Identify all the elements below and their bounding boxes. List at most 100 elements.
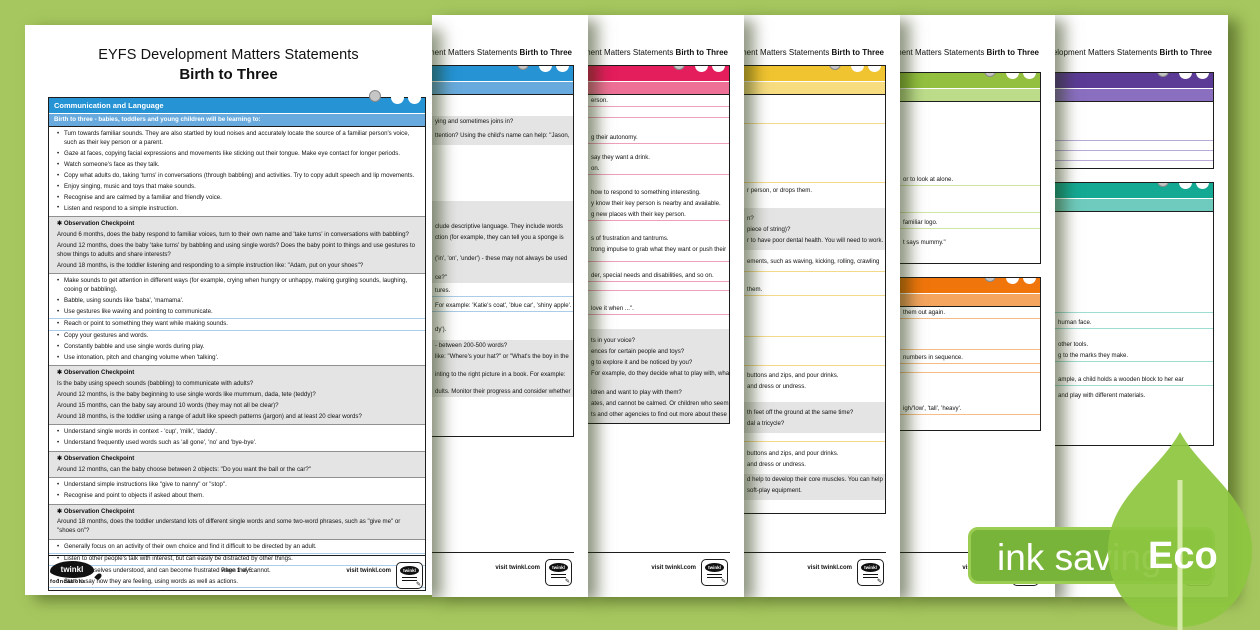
visit-twinkl-link: visit twinkl.com xyxy=(651,565,696,571)
bullet-group: Understand single words in context - 'cu… xyxy=(49,425,425,451)
front-card-body: Turn towards familiar sounds. They are a… xyxy=(49,127,425,590)
statement-card: or to look at alone. familiar logo. t says… xyxy=(900,72,1041,264)
section-subheader-bar xyxy=(432,82,573,95)
punch-notch-icon xyxy=(712,66,725,72)
spacer xyxy=(588,420,729,423)
section-subheader-bar xyxy=(588,82,729,95)
bullet-item: Turn towards familiar sounds. They are a… xyxy=(49,129,425,149)
text-line: For example: 'Katie's coat', 'blue car',… xyxy=(432,300,573,312)
section-header-bar xyxy=(1055,73,1213,88)
text-line: ates, and cannot be calmed. Or children … xyxy=(588,398,729,409)
checkpoint-title: ✱ Observation Checkpoint xyxy=(57,507,135,515)
text-line: piece of string)? xyxy=(744,224,885,235)
text-line: ldren and want to play with them? xyxy=(588,387,729,398)
bullet-item: Constantly babble and use single words d… xyxy=(49,342,425,353)
checkpoint-line: Around 6 months, does the baby respond t… xyxy=(57,230,409,238)
text-line: n? xyxy=(744,213,885,224)
eco-label: Eco xyxy=(1148,535,1218,577)
text-line: g their autonomy. xyxy=(588,132,729,144)
page-footer: twinkl foundations Page 1 of 6 visit twi… xyxy=(48,555,425,596)
spacer xyxy=(588,329,729,335)
spacer xyxy=(588,118,729,132)
checkpoint-line: Is the baby using speech sounds (babblin… xyxy=(57,380,254,387)
statement-card: ying and sometimes joins in? ttention? Us… xyxy=(432,65,574,437)
section-header-bar xyxy=(588,66,729,81)
text-line: erson. xyxy=(588,95,729,107)
text-line: trong impulse to grab what they want or … xyxy=(591,246,727,253)
text-line: inting to the right picture in a book. F… xyxy=(432,369,573,380)
spacer xyxy=(432,141,573,145)
page-footer: visit twinkl.com twinkl ✎ xyxy=(432,552,574,593)
bullet-item: Recognise and point to objects if asked … xyxy=(49,491,425,502)
text-line: ences for certain people and toys? xyxy=(588,346,729,357)
checkpoint-line: Around 12 months, does the baby 'take tu… xyxy=(57,241,416,258)
spacer xyxy=(1055,362,1213,374)
spacer xyxy=(744,267,885,272)
checkpoint-line: Around 18 months, is the toddler using a… xyxy=(57,412,362,420)
text-line: g to explore it and be noticed by you? xyxy=(588,357,729,368)
text-line: ample, a child holds a wooden block to h… xyxy=(1055,374,1213,386)
twinkl-logo-blob: twinkl xyxy=(50,561,94,578)
spacer xyxy=(432,145,573,201)
spacer xyxy=(744,392,885,402)
section-header-label: Communication and Language xyxy=(54,101,164,110)
text-line: and dress or undress. xyxy=(747,383,806,390)
bullet-item: Reach or point to something they want wh… xyxy=(49,319,425,331)
text-line: d help to develop their core muscles. Yo… xyxy=(744,474,885,485)
punch-notch-icon xyxy=(1023,278,1036,284)
statement-card: human face. other tools. g to the marks th… xyxy=(1055,182,1214,446)
page-title: EYFS Development Matters Statements xyxy=(98,47,359,63)
text-line: s of frustration and tantrums. xyxy=(591,235,669,242)
page-footer: visit twinkl.com twinkl ✎ xyxy=(744,552,886,593)
statement-card: them out again. numbers in sequence. igh/'… xyxy=(900,277,1041,431)
text-line: igh/'low', 'tall', 'heavy'. xyxy=(900,403,1040,415)
text-line: love it when ...". xyxy=(588,303,729,315)
text-line: them out again. xyxy=(900,307,1040,319)
page-title: velopment Matters Statements Birth to Th… xyxy=(588,48,728,57)
spacer xyxy=(432,243,573,253)
checkpoint-flower-icon: ✱ xyxy=(57,507,64,515)
text-line: how to respond to something interesting. xyxy=(591,189,701,196)
text-line: and play with different materials. xyxy=(1058,392,1146,399)
text-line: y know their key person is nearby and av… xyxy=(591,200,721,207)
bullet-item: Enjoy singing, music and toys that make … xyxy=(49,182,425,193)
text-line: ts in your voice? xyxy=(588,335,729,346)
bullet-item: Use intonation, pitch and changing volum… xyxy=(49,353,425,364)
text-line: ts and other agencies to find out more a… xyxy=(588,409,729,420)
text-line: buttons and zips, and pour drinks. xyxy=(747,372,839,379)
spacer xyxy=(1055,151,1213,161)
text-line: say they want a drink. xyxy=(591,154,650,161)
text-line: der, special needs and disabilities, and… xyxy=(588,270,729,282)
checkpoint-title: ✱ Observation Checkpoint xyxy=(57,454,135,462)
section-header-bar xyxy=(900,73,1040,88)
section-subheader-bar xyxy=(900,294,1040,307)
spacer xyxy=(432,380,573,386)
punch-notch-icon xyxy=(1179,73,1192,79)
twinkl-foundations-logo: twinkl foundations xyxy=(50,561,110,585)
bullet-item: Understand single words in context - 'cu… xyxy=(49,427,425,438)
spacer xyxy=(432,95,573,116)
punch-notch-icon xyxy=(1023,73,1036,79)
bullet-item: Use gestures like waving and pointing to… xyxy=(49,307,425,319)
spacer xyxy=(744,208,885,213)
twinkl-stamp-logo: twinkl ✎ xyxy=(857,559,884,586)
communication-language-card: Communication and Language Birth to thre… xyxy=(48,90,426,592)
text-line: dults. Monitor their progress and consid… xyxy=(432,386,573,397)
bullet-item: Generally focus on an activity of their … xyxy=(49,542,425,554)
pencil-icon: ✎ xyxy=(720,579,726,585)
twinkl-logo-blob: twinkl xyxy=(705,563,724,572)
checkpoint-flower-icon: ✱ xyxy=(57,454,64,462)
punch-notch-icon xyxy=(1179,183,1192,189)
checkpoint-line: Around 18 months, does the toddler under… xyxy=(57,518,401,535)
hole-punch-icon xyxy=(1157,73,1169,77)
punch-notch-icon xyxy=(408,91,421,104)
visit-twinkl-link: visit twinkl.com xyxy=(495,565,540,571)
spacer xyxy=(744,95,885,124)
text-line: - between 200-500 words? xyxy=(432,340,573,351)
punch-notch-icon xyxy=(391,91,404,104)
text-line: buttons and zips, and pour drinks. xyxy=(747,450,839,457)
text-line: clude descriptive language. They include… xyxy=(432,221,573,232)
spacer xyxy=(744,337,885,366)
text-line: ce?" xyxy=(432,272,573,283)
page-title: velopment Matters Statements Birth to Th… xyxy=(1055,48,1212,57)
